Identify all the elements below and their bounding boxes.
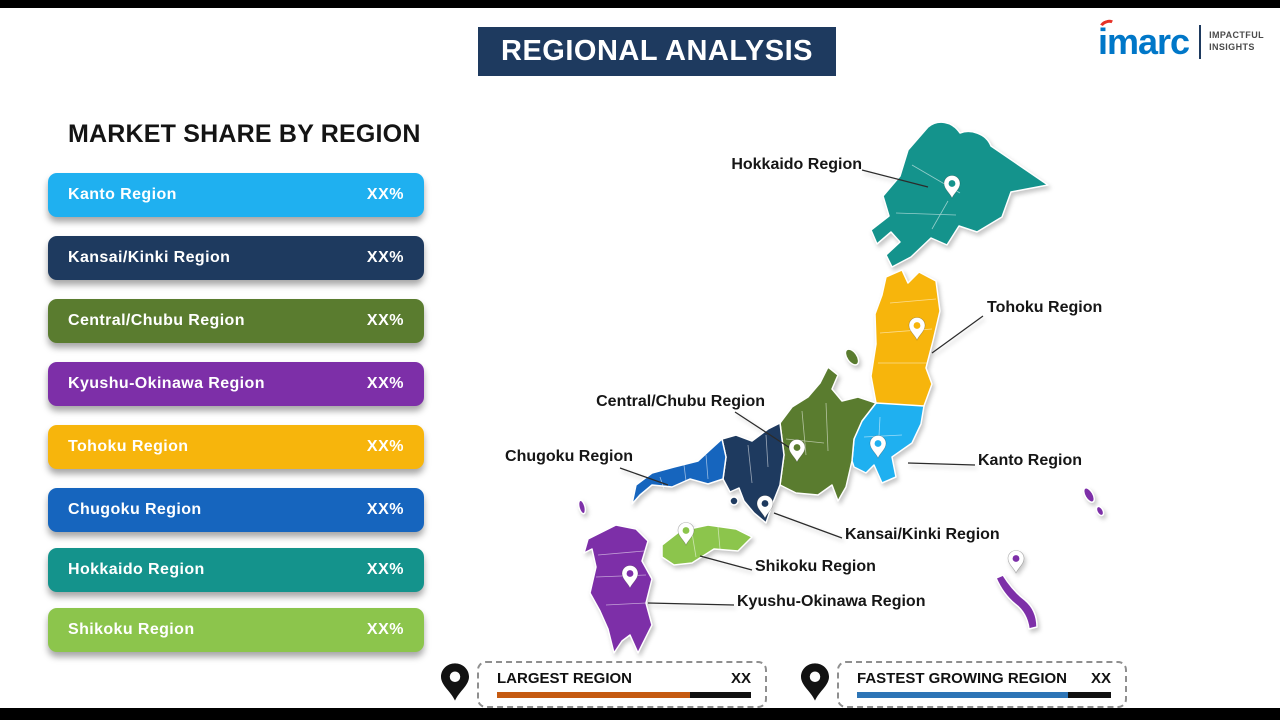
bottom-black-bar — [0, 708, 1280, 720]
map-region-okinawa — [995, 574, 1038, 630]
largest-region-value: XX — [730, 670, 751, 687]
largest-region-bar-color — [497, 692, 691, 698]
share-bar-label: Tohoku Region — [68, 438, 189, 455]
prefecture-borders — [595, 164, 961, 606]
largest-region-legend: LARGEST REGION XX — [477, 661, 767, 708]
pin-icon-shikoku — [677, 522, 695, 546]
map-label-chugoku: Chugoku Region — [505, 448, 633, 465]
pin-icon-okinawa — [1007, 550, 1025, 574]
pin-icon-kanto — [869, 435, 887, 459]
pin-icon-chubu — [788, 439, 806, 463]
connector-hokkaido — [861, 169, 929, 188]
fastest-region-bar-black — [1067, 692, 1111, 698]
fastest-region-label: FASTEST GROWING REGION — [857, 670, 1068, 687]
share-bar-value: XX% — [366, 249, 404, 266]
market-share-heading: MARKET SHARE BY REGION — [68, 120, 421, 148]
tagline-line2: INSIGHTS — [1209, 42, 1255, 52]
map-region-hokkaido — [870, 121, 1049, 268]
share-bar-shikoku: Shikoku Region XX% — [48, 608, 424, 652]
top-black-bar — [0, 0, 1280, 8]
share-bar-label: Kanto Region — [68, 186, 177, 203]
largest-region-bar-black — [690, 692, 751, 698]
share-bar-label: Shikoku Region — [68, 621, 195, 638]
share-bar-value: XX% — [366, 186, 404, 203]
map-region-shikoku — [661, 524, 753, 566]
share-bar-kyushu: Kyushu-Okinawa Region XX% — [48, 362, 424, 406]
share-bar-value: XX% — [366, 501, 404, 518]
japan-map — [577, 121, 1105, 654]
imarc-logo: imarc IMPACTFUL INSIGHTS — [1097, 17, 1264, 62]
share-bar-value: XX% — [366, 312, 404, 329]
share-bar-kansai: Kansai/Kinki Region XX% — [48, 236, 424, 280]
map-region-kyushu — [583, 524, 653, 654]
share-bar-label: Kyushu-Okinawa Region — [68, 375, 265, 392]
fastest-region-bar — [857, 692, 1111, 698]
map-label-hokkaido: Hokkaido Region — [731, 156, 862, 173]
share-bar-chubu: Central/Chubu Region XX% — [48, 299, 424, 343]
share-bar-label: Hokkaido Region — [68, 561, 205, 578]
fastest-region-pin-icon — [801, 663, 829, 701]
connector-chugoku — [619, 467, 669, 486]
logo-divider — [1199, 25, 1202, 59]
connector-kyushu — [647, 602, 735, 606]
map-island-awaji — [729, 496, 739, 506]
map-label-kanto: Kanto Region — [978, 452, 1082, 469]
map-label-shikoku: Shikoku Region — [755, 558, 876, 575]
share-bar-tohoku: Tohoku Region XX% — [48, 425, 424, 469]
share-bar-label: Kansai/Kinki Region — [68, 249, 231, 266]
connector-kanto — [907, 462, 976, 466]
share-bar-value: XX% — [366, 621, 404, 638]
share-bar-value: XX% — [366, 561, 404, 578]
largest-region-label: LARGEST REGION — [497, 670, 633, 687]
map-pins — [621, 175, 1025, 589]
share-bar-hokkaido: Hokkaido Region XX% — [48, 548, 424, 592]
tagline-line1: IMPACTFUL — [1209, 30, 1264, 41]
fastest-region-legend: FASTEST GROWING REGION XX — [837, 661, 1127, 708]
share-bar-chugoku: Chugoku Region XX% — [48, 488, 424, 532]
map-region-tohoku — [870, 269, 941, 412]
share-bar-value: XX% — [366, 438, 404, 455]
map-island-amami-1 — [1082, 487, 1096, 503]
map-label-tohoku: Tohoku Region — [987, 299, 1103, 316]
fastest-region-bar-color — [857, 692, 1068, 698]
map-island-amami-2 — [1095, 505, 1105, 517]
share-bar-label: Chugoku Region — [68, 501, 202, 518]
fastest-region-value: XX — [1090, 670, 1111, 687]
map-label-chubu: Central/Chubu Region — [596, 393, 765, 410]
share-bar-value: XX% — [366, 375, 404, 392]
pin-icon-tohoku — [908, 317, 926, 341]
map-label-kyushu: Kyushu-Okinawa Region — [737, 593, 926, 610]
connector-kansai — [773, 512, 843, 539]
connector-tohoku — [931, 315, 984, 354]
map-island-sado — [844, 348, 860, 366]
pin-icon-kansai — [756, 495, 774, 519]
page-title: REGIONAL ANALYSIS — [478, 27, 836, 76]
pin-icon-kyushu — [621, 565, 639, 589]
share-bar-label: Central/Chubu Region — [68, 312, 245, 329]
largest-region-bar — [497, 692, 751, 698]
imarc-logo-tagline: IMPACTFUL INSIGHTS — [1209, 30, 1264, 53]
connector-shikoku — [699, 555, 753, 571]
label-connector-lines — [619, 169, 984, 606]
connector-chubu — [734, 411, 791, 449]
map-region-chugoku — [631, 438, 727, 505]
largest-region-pin-icon — [441, 663, 469, 701]
map-island-tsushima — [577, 499, 587, 515]
imarc-logo-wordmark: imarc — [1097, 21, 1190, 62]
share-bar-kanto: Kanto Region XX% — [48, 173, 424, 217]
pin-icon-hokkaido — [943, 175, 961, 199]
map-label-kansai: Kansai/Kinki Region — [845, 526, 1000, 543]
